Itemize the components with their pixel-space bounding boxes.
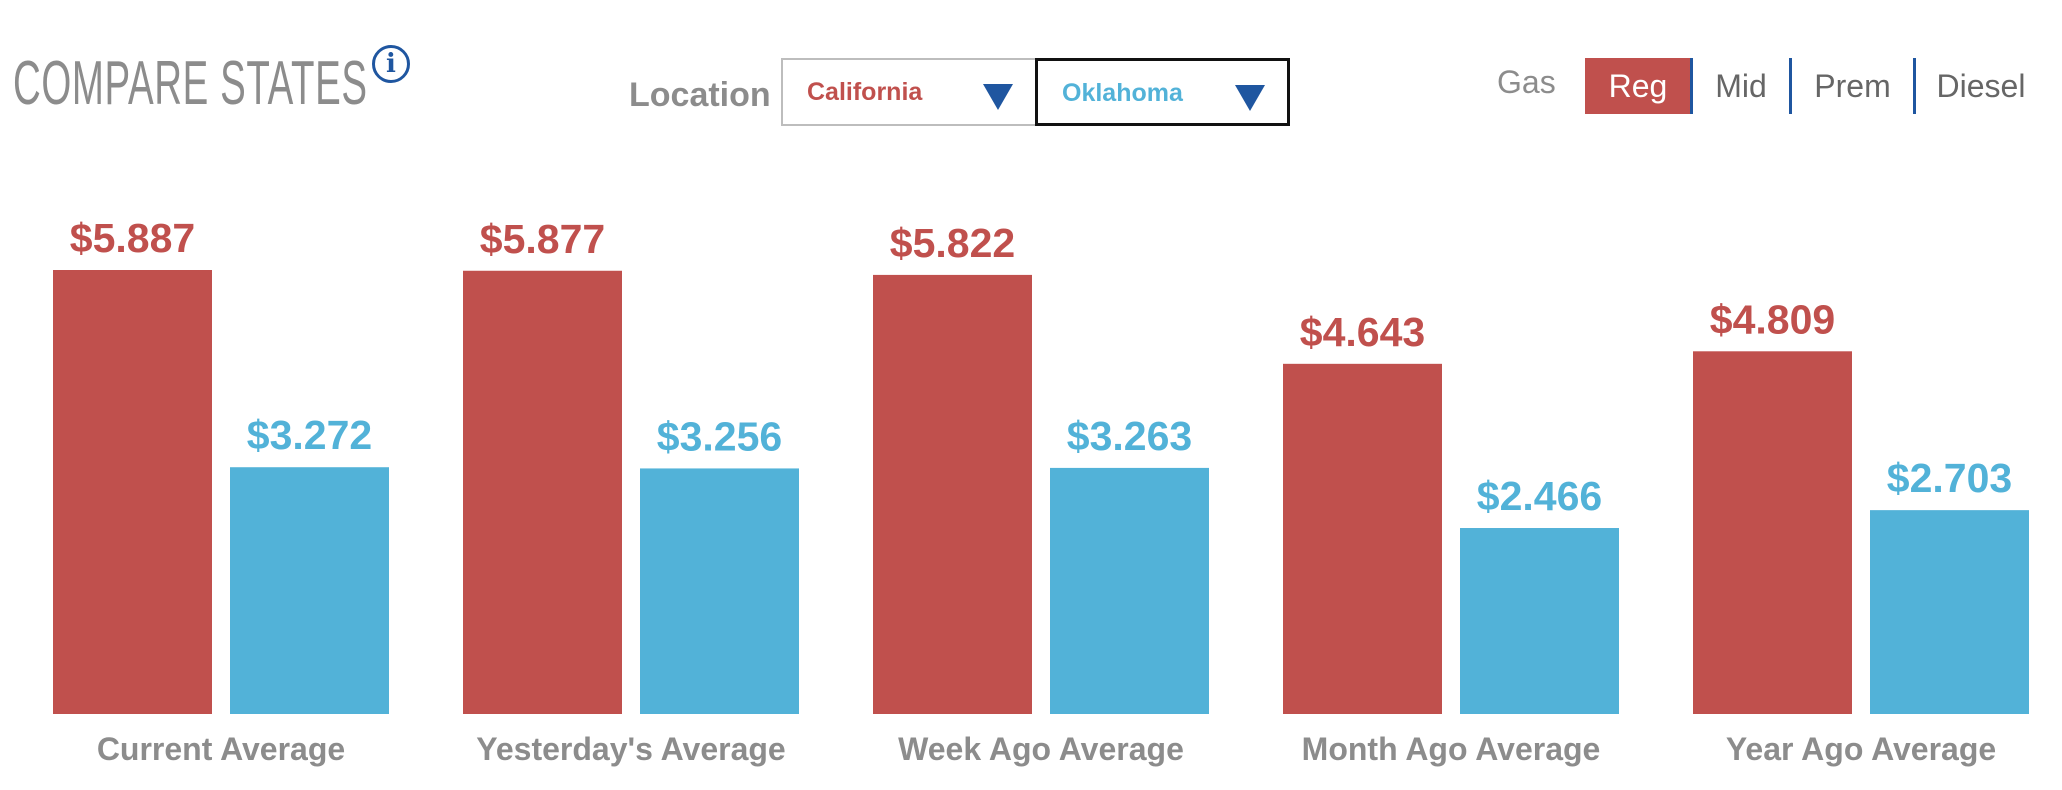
value-label: $5.822 (890, 220, 1015, 266)
bar-california (873, 274, 1032, 714)
value-label: $2.703 (1887, 455, 2012, 501)
gas-tab-diesel[interactable]: Diesel (1936, 68, 2026, 104)
bar-california (1283, 363, 1442, 714)
bar-california (463, 270, 622, 714)
value-label: $3.263 (1067, 413, 1192, 459)
bar-oklahoma (1870, 510, 2029, 714)
value-label: $5.877 (480, 216, 605, 262)
gas-tab-reg[interactable]: Reg (1585, 58, 1691, 114)
bar-oklahoma (640, 468, 799, 714)
dropdown-arrow-icon (1235, 85, 1265, 111)
value-label: $4.643 (1300, 309, 1425, 355)
location-select-value: California (807, 78, 923, 106)
category-label: Current Average (97, 731, 345, 767)
value-label: $3.256 (657, 413, 782, 459)
category-label: Week Ago Average (898, 731, 1184, 767)
info-icon[interactable]: i (372, 45, 410, 83)
category-label: Year Ago Average (1726, 731, 1996, 767)
bar-oklahoma (1050, 467, 1209, 714)
value-label: $5.887 (70, 215, 195, 261)
page-title: COMPARE STATES (13, 49, 368, 118)
location-select-value: Oklahoma (1062, 79, 1183, 107)
bar-california (1693, 351, 1852, 714)
gas-label: Gas (1497, 64, 1556, 100)
location-label: Location (629, 76, 771, 114)
gas-tab-mid[interactable]: Mid (1715, 68, 1767, 104)
bar-california (53, 270, 212, 714)
dropdown-arrow-icon (983, 84, 1013, 110)
value-label: $3.272 (247, 412, 372, 458)
bar-oklahoma (230, 467, 389, 714)
tab-divider (1789, 58, 1792, 114)
value-label: $2.466 (1477, 473, 1602, 519)
category-label: Month Ago Average (1302, 731, 1601, 767)
bar-oklahoma (1460, 528, 1619, 714)
category-label: Yesterday's Average (476, 731, 785, 767)
location-select-oklahoma[interactable]: Oklahoma (1035, 58, 1290, 126)
tab-divider (1913, 58, 1916, 114)
value-label: $4.809 (1710, 296, 1835, 342)
tab-divider (1690, 58, 1693, 114)
gas-tab-prem[interactable]: Prem (1814, 68, 1891, 104)
